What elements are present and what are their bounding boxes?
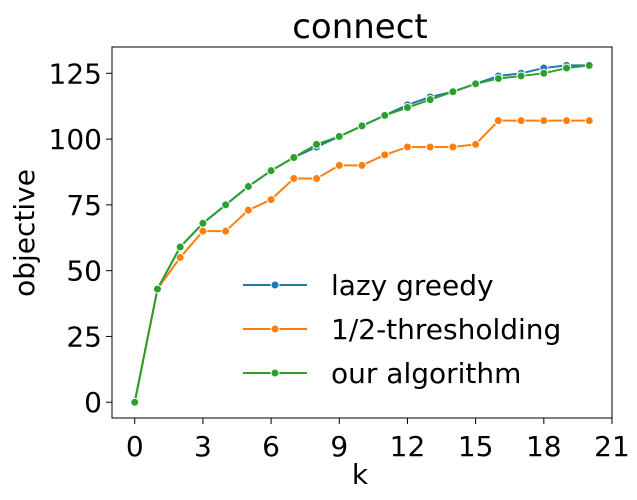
x-tick-label: 3: [194, 430, 212, 463]
x-tick-label: 15: [458, 430, 494, 463]
data-point: [516, 116, 526, 126]
data-point: [221, 200, 231, 210]
legend-item: 1/2-thresholding: [243, 313, 561, 346]
data-point: [243, 205, 253, 215]
y-tick-label: 75: [66, 189, 102, 222]
y-axis-label: objective: [8, 169, 41, 297]
data-point: [312, 174, 322, 184]
data-point: [334, 160, 344, 170]
x-tick-label: 6: [262, 430, 280, 463]
x-tick-label: 21: [594, 430, 630, 463]
data-point: [562, 116, 572, 126]
data-point: [266, 195, 276, 205]
data-point: [448, 87, 458, 97]
y-tick-label: 25: [66, 320, 102, 353]
legend-item: lazy greedy: [243, 269, 494, 302]
data-point: [357, 160, 367, 170]
data-point: [175, 252, 185, 262]
data-point: [221, 226, 231, 236]
data-point: [471, 139, 481, 149]
legend-marker: [270, 324, 280, 334]
y-axis: 0 25 50 75 100 125: [49, 57, 112, 419]
chart-title: connect: [292, 7, 428, 47]
y-tick-label: 125: [49, 57, 102, 90]
legend-item: our algorithm: [243, 357, 521, 390]
data-point: [266, 166, 276, 176]
x-axis: 0 3 6 9 12 15 18 21: [126, 418, 630, 463]
legend-marker: [270, 280, 280, 290]
data-point: [175, 242, 185, 252]
data-point: [493, 74, 503, 84]
data-point: [539, 116, 549, 126]
y-tick-label: 50: [66, 255, 102, 288]
x-tick-label: 18: [526, 430, 562, 463]
legend-label: our algorithm: [331, 357, 521, 390]
data-point: [380, 150, 390, 160]
data-point: [562, 63, 572, 73]
data-point: [243, 181, 253, 191]
data-point: [289, 153, 299, 163]
legend: lazy greedy 1/2-thresholding our algorithm: [243, 269, 561, 390]
data-point: [584, 116, 594, 126]
series-1-2-thresholding: [130, 116, 594, 407]
data-point: [471, 79, 481, 89]
data-point: [425, 95, 435, 105]
data-point: [493, 116, 503, 126]
data-point: [380, 110, 390, 120]
y-tick-label: 0: [84, 386, 102, 419]
data-point: [402, 142, 412, 152]
data-point: [152, 284, 162, 294]
x-tick-label: 9: [330, 430, 348, 463]
data-point: [312, 139, 322, 149]
data-point: [334, 131, 344, 141]
data-point: [130, 397, 140, 407]
data-point: [539, 68, 549, 78]
x-tick-label: 0: [126, 430, 144, 463]
plot-area: [130, 60, 594, 407]
legend-label: lazy greedy: [331, 269, 494, 302]
data-point: [448, 142, 458, 152]
data-point: [425, 142, 435, 152]
data-point: [289, 174, 299, 184]
axes-frame: [111, 46, 613, 419]
data-point: [357, 121, 367, 131]
data-point: [584, 60, 594, 70]
legend-marker: [270, 368, 280, 378]
y-tick-label: 100: [49, 123, 102, 156]
data-point: [516, 71, 526, 81]
data-point: [402, 103, 412, 113]
x-tick-label: 12: [390, 430, 426, 463]
x-axis-label: k: [352, 458, 369, 491]
series-our-algorithm: [130, 60, 594, 407]
legend-label: 1/2-thresholding: [331, 313, 561, 346]
data-point: [198, 218, 208, 228]
data-point: [198, 226, 208, 236]
